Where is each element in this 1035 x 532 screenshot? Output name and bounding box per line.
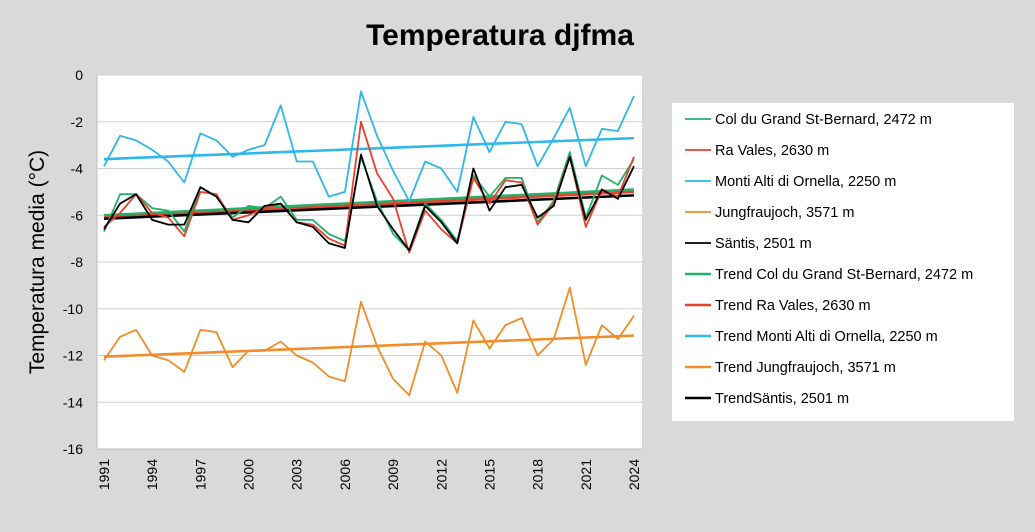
x-tick-label: 2015 <box>481 459 497 490</box>
x-tick-label: 1997 <box>192 459 208 490</box>
grid-layer <box>96 74 642 450</box>
legend-label: Col du Grand St-Bernard, 2472 m <box>715 112 932 128</box>
x-tick-label: 2003 <box>289 459 305 490</box>
y-tick-label: -14 <box>63 394 83 410</box>
x-tick-label: 2024 <box>626 459 642 490</box>
y-tick-label: -8 <box>71 254 84 270</box>
legend-label: Monti Alti di Ornella, 2250 m <box>715 174 896 190</box>
legend-label: Trend Col du Grand St-Bernard, 2472 m <box>715 267 973 283</box>
legend-label: Trend Ra Vales, 2630 m <box>715 298 871 314</box>
x-tick-label: 2009 <box>385 459 401 490</box>
x-axis-ticks: 1991 1994 1997 2000 2003 2006 2009 2012 2015 2018… <box>96 459 642 490</box>
legend: Col du Grand St-Bernard, 2472 m Ra Vales,… <box>685 112 973 407</box>
y-tick-label: -12 <box>63 348 83 364</box>
legend-label: TrendSäntis, 2501 m <box>715 391 849 407</box>
legend-label: Säntis, 2501 m <box>715 236 812 252</box>
x-tick-label: 1991 <box>96 459 112 490</box>
y-tick-label: -4 <box>71 161 84 177</box>
legend-label: Trend Jungfraujoch, 3571 m <box>715 360 896 376</box>
chart-title: Temperatura djfma <box>366 19 634 52</box>
x-tick-label: 2012 <box>433 459 449 490</box>
x-tick-label: 2021 <box>578 459 594 490</box>
y-tick-label: -10 <box>63 301 83 317</box>
y-axis-label: Temperatura media (°C) <box>26 150 49 374</box>
legend-label: Jungfraujoch, 3571 m <box>715 205 854 221</box>
y-tick-label: 0 <box>75 67 83 83</box>
y-axis-ticks: 0 -2 -4 -6 -8 -10 -12 -14 -16 <box>63 67 83 457</box>
series-line <box>103 286 635 397</box>
data-series <box>103 90 635 397</box>
legend-box <box>672 103 1014 421</box>
y-tick-label: -6 <box>71 207 84 223</box>
y-tick-label: -16 <box>63 441 83 457</box>
x-tick-label: 2000 <box>241 459 257 490</box>
legend-label: Ra Vales, 2630 m <box>715 143 829 159</box>
series-line <box>103 90 635 203</box>
x-tick-label: 2006 <box>337 459 353 490</box>
series-line <box>103 120 635 254</box>
x-tick-label: 1994 <box>144 459 160 490</box>
x-tick-label: 2018 <box>530 459 546 490</box>
y-tick-label: -2 <box>71 114 84 130</box>
series-line <box>103 153 635 252</box>
legend-label: Trend Monti Alti di Ornella, 2250 m <box>715 329 938 345</box>
